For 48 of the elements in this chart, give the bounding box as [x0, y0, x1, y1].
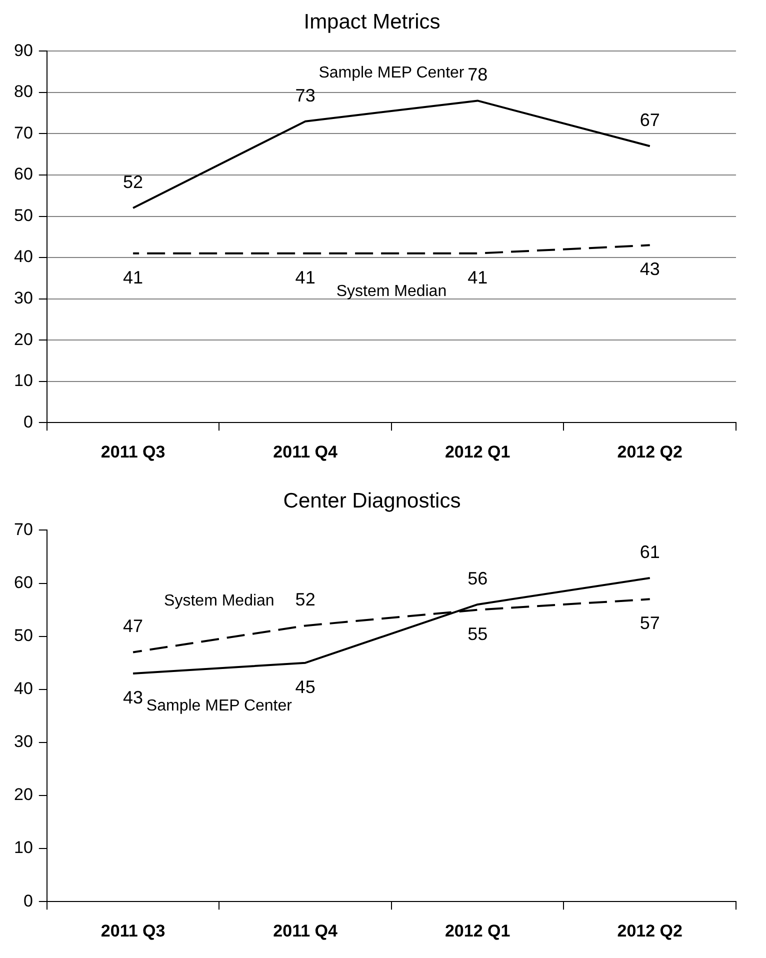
x-tick-label: 2012 Q2: [617, 921, 682, 940]
series-label: System Median: [336, 282, 447, 300]
data-label: 45: [295, 676, 316, 697]
y-tick-label: 10: [14, 838, 33, 858]
data-label: 67: [640, 110, 660, 130]
data-label: 52: [295, 590, 316, 610]
data-label: 41: [123, 267, 144, 288]
y-tick-label: 20: [14, 785, 33, 804]
y-tick-label: 30: [14, 288, 33, 308]
data-label: 52: [123, 172, 144, 192]
y-tick-label: 60: [14, 572, 33, 592]
data-label: 73: [295, 85, 316, 106]
chart-title: Impact Metrics: [304, 10, 440, 34]
y-tick-label: 70: [14, 520, 33, 539]
x-tick-label: 2011 Q4: [273, 921, 338, 940]
y-tick-label: 60: [14, 164, 33, 184]
y-tick-label: 80: [14, 82, 33, 102]
y-tick-label: 40: [14, 679, 33, 698]
data-label: 55: [468, 624, 488, 644]
x-tick-label: 2012 Q1: [444, 921, 510, 940]
x-tick-label: 2012 Q1: [444, 442, 510, 462]
x-tick-label: 2011 Q3: [100, 442, 166, 462]
data-label: 61: [640, 542, 660, 562]
chart-title: Center Diagnostics: [283, 489, 461, 512]
y-tick-label: 50: [14, 626, 33, 645]
x-tick-label: 2011 Q3: [100, 921, 166, 940]
data-label: 47: [123, 616, 144, 636]
data-label: 43: [123, 687, 144, 708]
data-label: 78: [468, 64, 488, 85]
data-label: 57: [640, 613, 660, 634]
y-tick-label: 20: [14, 330, 33, 349]
data-label: 56: [468, 568, 488, 588]
x-tick-label: 2011 Q4: [273, 442, 338, 462]
y-tick-label: 70: [14, 123, 33, 142]
y-tick-label: 40: [14, 247, 33, 266]
series-label: Sample MEP Center: [318, 64, 465, 82]
y-tick-label: 30: [14, 732, 33, 752]
series-label: System Median: [164, 592, 274, 610]
y-tick-label: 50: [14, 206, 33, 225]
series-label: Sample MEP Center: [146, 698, 293, 715]
y-tick-label: 0: [23, 891, 33, 910]
y-tick-label: 90: [14, 40, 33, 60]
data-label: 41: [295, 267, 316, 288]
x-tick-label: 2012 Q2: [617, 442, 682, 462]
data-label: 43: [640, 259, 660, 280]
y-tick-label: 0: [23, 412, 33, 432]
y-tick-label: 10: [14, 371, 33, 390]
data-label: 41: [468, 267, 488, 288]
